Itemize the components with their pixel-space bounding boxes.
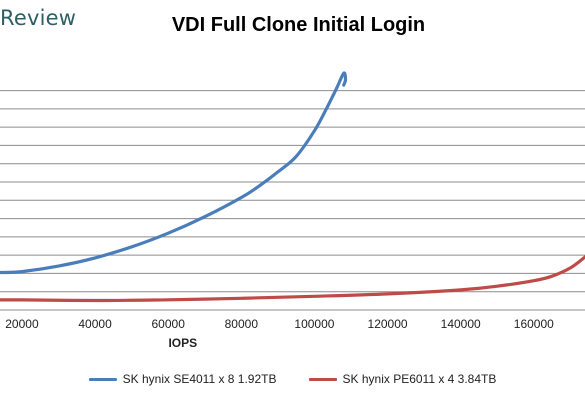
- x-tick-label: 100000: [294, 317, 334, 331]
- x-tick-label: 80000: [225, 317, 259, 331]
- x-tick-label: 140000: [441, 317, 481, 331]
- x-tick-labels: 20000 40000 60000 80000 100000 120000 140000 16…: [5, 317, 554, 331]
- chart-legend: SK hynix SE4011 x 8 1.92TB SK hynix PE60…: [0, 372, 585, 386]
- x-tick-label: 40000: [78, 317, 112, 331]
- x-axis-label: IOPS: [168, 336, 197, 350]
- legend-item-series-2: SK hynix PE6011 x 4 3.84TB: [309, 372, 497, 386]
- legend-item-series-1: SK hynix SE4011 x 8 1.92TB: [89, 372, 277, 386]
- series-line-2: [0, 257, 585, 301]
- x-tick-label: 160000: [514, 317, 554, 331]
- x-tick-label: 20000: [5, 317, 39, 331]
- gridlines: [0, 91, 585, 310]
- series-lines: [0, 73, 585, 301]
- legend-swatch: [89, 378, 117, 381]
- legend-label: SK hynix SE4011 x 8 1.92TB: [123, 372, 277, 386]
- series-line-1: [0, 73, 346, 273]
- x-tick-label: 60000: [152, 317, 186, 331]
- legend-swatch: [309, 378, 337, 381]
- x-tick-label: 120000: [368, 317, 408, 331]
- legend-label: SK hynix PE6011 x 4 3.84TB: [343, 372, 497, 386]
